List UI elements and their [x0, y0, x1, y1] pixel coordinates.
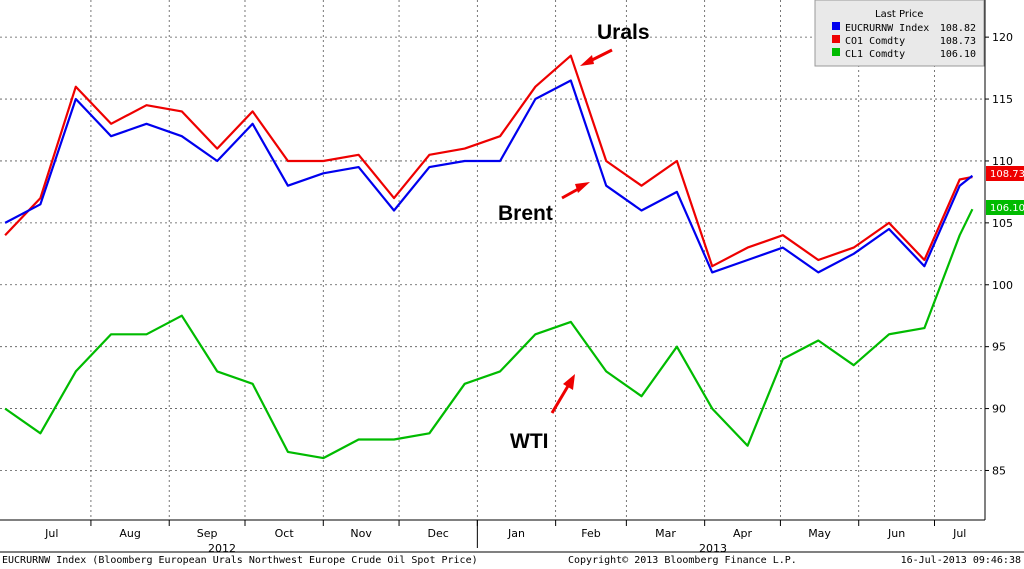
y-tick-label: 105 — [992, 217, 1013, 230]
x-tick-label: Aug — [119, 527, 140, 540]
y-tick-label: 90 — [992, 403, 1006, 416]
series-line-1 — [4, 54, 973, 268]
legend-series-name: EUCRURNW Index — [845, 23, 929, 34]
legend-series-last: 106.10 — [940, 49, 976, 60]
series-line-0 — [4, 79, 974, 274]
last-value-badges: 108.73 106.10 — [986, 166, 1024, 215]
x-tick-label: Feb — [581, 527, 600, 540]
legend-item-cl1: CL1 Comdty 106.10 — [832, 48, 976, 60]
footer-source: EUCRURNW Index (Bloomberg European Urals… — [2, 555, 478, 566]
x-tick-label: Jun — [887, 527, 905, 540]
footer: EUCRURNW Index (Bloomberg European Urals… — [0, 554, 1024, 569]
y-tick-label: 110 — [992, 155, 1013, 168]
x-tick-label: Dec — [428, 527, 449, 540]
last-value-badge-brent: 108.73 — [986, 166, 1024, 181]
x-tick-label: Jan — [507, 527, 525, 540]
x-tick-label: Apr — [733, 527, 753, 540]
annotation-wti-label: WTI — [510, 430, 548, 453]
legend-series-last: 108.73 — [940, 36, 976, 47]
annotation-wti: WTI — [510, 374, 575, 453]
annotation-brent: Brent — [498, 182, 590, 225]
annotation-brent-label: Brent — [498, 202, 553, 225]
legend-swatch — [832, 48, 840, 56]
x-tick-label: Nov — [350, 527, 372, 540]
x-tick-label: Jul — [44, 527, 58, 540]
x-tick-label: May — [808, 527, 831, 540]
x-tick-label: Oct — [275, 527, 295, 540]
annotation-urals: Urals — [580, 21, 650, 66]
series-layer — [4, 54, 974, 460]
legend-series-name: CO1 Comdty — [845, 36, 905, 47]
legend-series-name: CL1 Comdty — [845, 49, 905, 60]
series-line-2 — [4, 208, 974, 460]
footer-timestamp: 16-Jul-2013 09:46:38 — [900, 555, 1021, 566]
last-value-badge-wti: 106.10 — [986, 200, 1024, 215]
y-tick-label: 120 — [992, 31, 1013, 44]
y-tick-label: 85 — [992, 464, 1006, 477]
annotation-urals-label: Urals — [597, 21, 650, 44]
legend-title: Last Price — [875, 9, 923, 20]
legend-item-co1: CO1 Comdty 108.73 — [832, 35, 976, 47]
y-tick-label: 95 — [992, 341, 1006, 354]
x-tick-label: Jul — [952, 527, 966, 540]
y-tick-label: 100 — [992, 279, 1013, 292]
legend-swatch — [832, 35, 840, 43]
y-tick-label: 115 — [992, 93, 1013, 106]
legend-swatch — [832, 22, 840, 30]
y-axis: 85 90 95 100 105 110 115 120 — [985, 31, 1013, 477]
legend: Last Price EUCRURNW Index 108.82 CO1 Com… — [814, 0, 985, 67]
badge-text-wti: 106.10 — [990, 203, 1024, 214]
legend-item-eucrurnw: EUCRURNW Index 108.82 — [832, 22, 976, 34]
badge-text-brent: 108.73 — [990, 169, 1024, 180]
legend-series-last: 108.82 — [940, 23, 976, 34]
x-tick-label: Sep — [197, 527, 218, 540]
footer-copyright: Copyright© 2013 Bloomberg Finance L.P. — [568, 555, 797, 566]
x-tick-label: Mar — [655, 527, 676, 540]
